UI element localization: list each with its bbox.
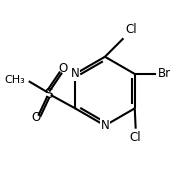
Text: O: O [58,62,68,75]
Text: Cl: Cl [126,23,137,36]
Text: Cl: Cl [130,131,141,144]
Text: N: N [101,119,109,132]
Text: Br: Br [158,67,171,80]
Text: CH₃: CH₃ [5,75,25,85]
Text: N: N [71,67,80,80]
Text: S: S [44,87,53,101]
Text: O: O [31,111,40,124]
